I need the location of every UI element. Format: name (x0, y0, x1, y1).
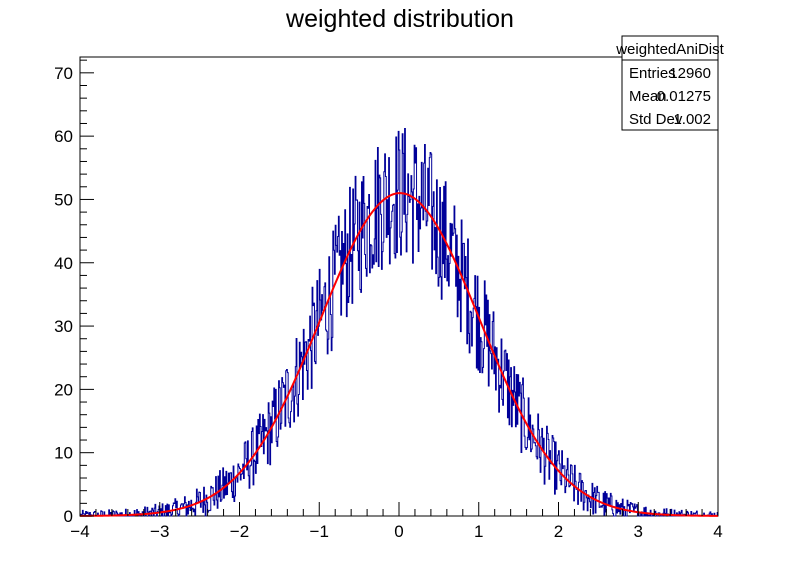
x-tick-label: −2 (230, 522, 249, 541)
stats-mean-label: Mean (629, 88, 667, 105)
y-tick-label: 30 (54, 317, 73, 336)
y-tick-label: 10 (54, 444, 73, 463)
y-tick-label: 70 (54, 64, 73, 83)
fit-curve (79, 192, 719, 517)
y-tick-label: 0 (64, 507, 73, 526)
stats-stddev-label: Std Dev (629, 111, 683, 128)
stats-entries-value: 12960 (669, 65, 711, 82)
stats-entries-label: Entries (629, 65, 676, 82)
x-tick-label: −3 (150, 522, 169, 541)
x-tick-label: 1 (474, 522, 483, 541)
chart-title: weighted distribution (285, 5, 514, 33)
gaussian-fit (79, 192, 719, 517)
y-tick-label: 60 (54, 127, 73, 146)
x-tick-label: 0 (394, 522, 403, 541)
y-tick-label: 20 (54, 380, 73, 399)
y-tick-label: 40 (54, 254, 73, 273)
stats-box-name: weightedAniDist (615, 41, 724, 58)
x-tick-label: −1 (310, 522, 329, 541)
x-tick-label: 3 (634, 522, 643, 541)
x-tick-label: 2 (554, 522, 563, 541)
stats-mean-value: 0.01275 (657, 88, 711, 105)
x-tick-label: −4 (70, 522, 89, 541)
histogram-line (80, 128, 718, 517)
stats-box: weightedAniDist Entries 12960 Mean 0.012… (615, 35, 725, 131)
stats-box-frame (621, 35, 719, 131)
y-tick-label: 50 (54, 190, 73, 209)
x-tick-label: 4 (713, 522, 722, 541)
stats-stddev-value: 1.002 (673, 111, 711, 128)
histogram-bins (80, 128, 718, 517)
